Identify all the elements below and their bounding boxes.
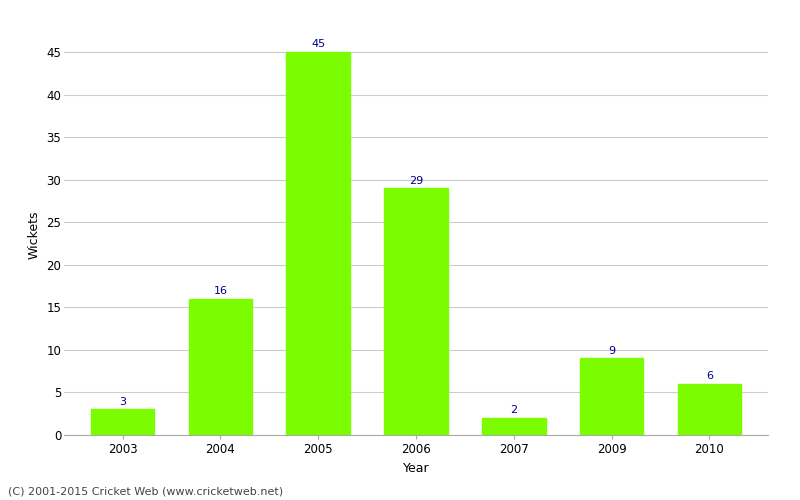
Y-axis label: Wickets: Wickets [28, 211, 41, 259]
Bar [580, 358, 643, 435]
Text: (C) 2001-2015 Cricket Web (www.cricketweb.net): (C) 2001-2015 Cricket Web (www.cricketwe… [8, 487, 283, 497]
Text: 2: 2 [510, 406, 518, 415]
Text: 45: 45 [311, 40, 326, 50]
Text: 29: 29 [409, 176, 423, 186]
Bar [384, 188, 448, 435]
Bar [286, 52, 350, 435]
Bar [482, 418, 546, 435]
Bar [189, 299, 252, 435]
Bar [91, 410, 154, 435]
Text: 9: 9 [608, 346, 615, 356]
X-axis label: Year: Year [402, 462, 430, 475]
Bar [678, 384, 741, 435]
Text: 16: 16 [214, 286, 227, 296]
Text: 3: 3 [119, 397, 126, 407]
Text: 6: 6 [706, 372, 713, 382]
